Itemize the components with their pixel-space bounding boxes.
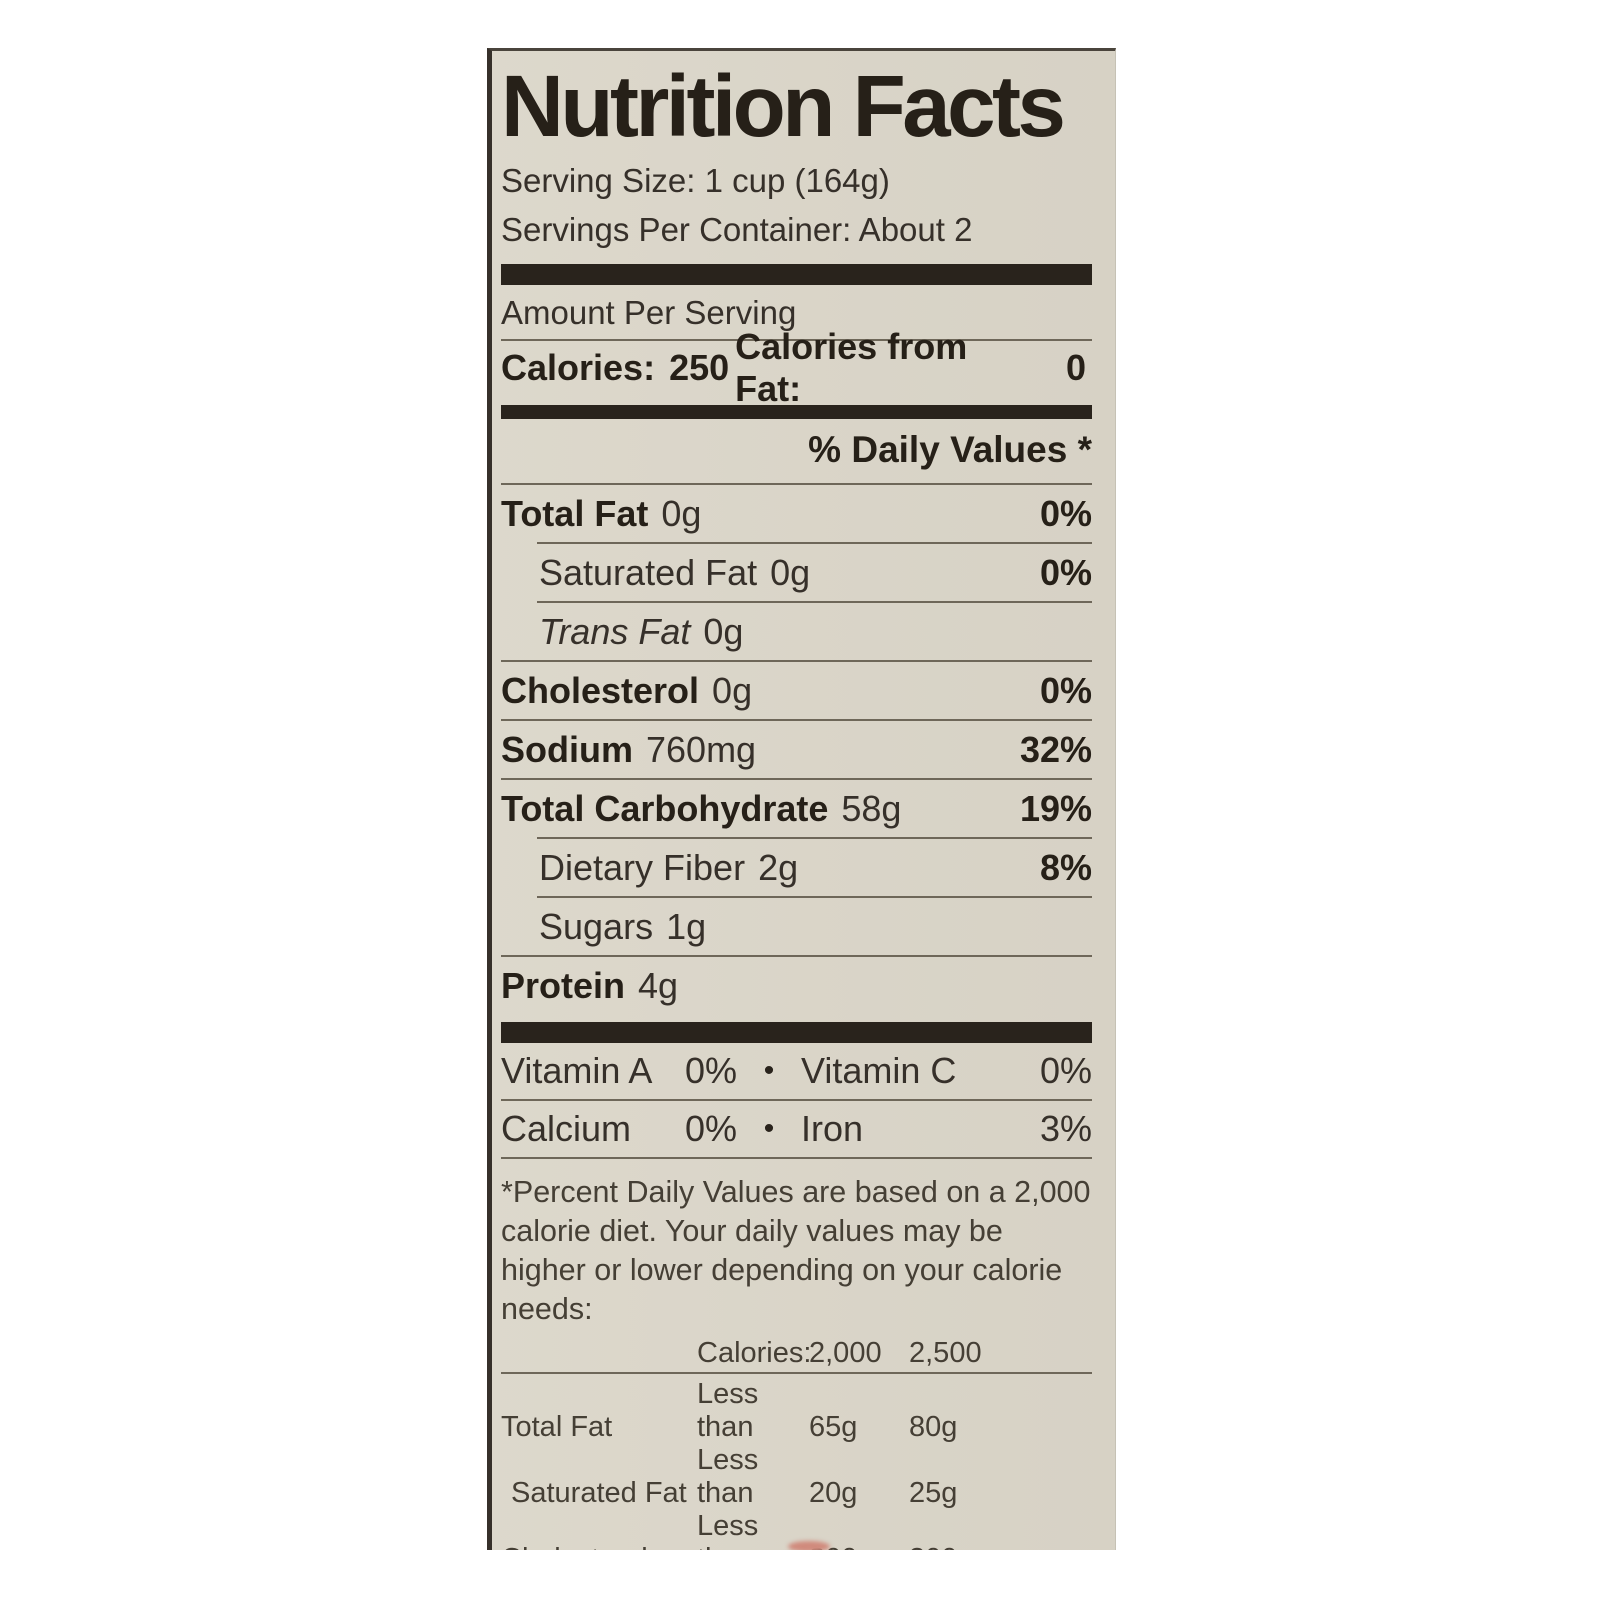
nutrient-amount: 2g [758, 846, 799, 888]
calories-row: Calories: 250 Calories from Fat: 0 [501, 326, 1092, 409]
vitamin-name: Calcium [501, 1108, 632, 1150]
nutrient-dv: 0% [1039, 669, 1092, 711]
ref-2500: 300mg [909, 1543, 1092, 1550]
servings-per-container: Servings Per Container: About 2 [501, 211, 973, 249]
ref-label: Total Fat [501, 1411, 613, 1444]
nutrient-name: Saturated Fat [539, 551, 758, 593]
nutrient-amount: 0g [770, 551, 811, 593]
calories-from-fat-value: 0 [1065, 347, 1086, 389]
nutrient-name: Cholesterol [501, 669, 700, 711]
nutrient-amount: 0g [661, 492, 702, 534]
divider [501, 1099, 1092, 1102]
ref-2500: 25g [909, 1477, 958, 1510]
nutrient-row-saturated-fat: Saturated Fat 0g 0% [501, 544, 1092, 601]
nutrient-name: Sodium [501, 728, 633, 770]
divider [501, 955, 1092, 958]
bullet-icon: • [763, 1054, 775, 1088]
ref-label: Saturated Fat [511, 1477, 687, 1510]
nutrient-amount: 4g [638, 964, 679, 1006]
nutrition-facts-label: Nutrition Facts Serving Size: 1 cup (164… [487, 48, 1116, 1550]
section-divider-bar [501, 405, 1092, 420]
nutrient-name: Trans Fat [539, 610, 691, 652]
nutrient-dv: 8% [1039, 846, 1092, 888]
nutrient-dv: 19% [1019, 787, 1092, 829]
nutrient-row-total-fat: Total Fat 0g 0% [501, 485, 1092, 542]
ref-header-calories: Calories: [697, 1337, 812, 1370]
divider [537, 601, 1092, 604]
vitamin-value: 0% [684, 1050, 737, 1092]
ref-qualifier: Less than [697, 1510, 759, 1550]
vitamin-name: Iron [801, 1108, 864, 1150]
nutrient-row-protein: Protein 4g [501, 957, 1092, 1014]
calories-label: Calories: [501, 347, 656, 389]
ref-2000: 300mg [809, 1543, 909, 1550]
divider [537, 837, 1092, 840]
divider [501, 719, 1092, 722]
ref-2000: 65g [809, 1411, 858, 1444]
divider [501, 1372, 1092, 1375]
bullet-icon: • [763, 1112, 775, 1146]
ref-qualifier: Less than [697, 1444, 759, 1510]
ref-label: Cholesterol [501, 1543, 697, 1550]
nutrient-name: Sugars [539, 905, 654, 947]
nutrient-row-sodium: Sodium 760mg 32% [501, 721, 1092, 778]
calories-from-fat-label: Calories from Fat: [735, 326, 968, 410]
nutrient-dv: 32% [1019, 728, 1092, 770]
vitamin-name: Vitamin A [501, 1050, 653, 1092]
serving-size: Serving Size: 1 cup (164g) [501, 162, 890, 200]
divider [537, 896, 1092, 899]
nutrient-amount: 760mg [646, 728, 757, 770]
nutrient-row-dietary-fiber: Dietary Fiber 2g 8% [501, 839, 1092, 896]
nutrient-amount: 0g [712, 669, 753, 711]
divider [501, 1157, 1092, 1160]
nutrient-name: Total Fat [501, 492, 649, 534]
divider [501, 660, 1092, 663]
nutrient-name: Protein [501, 964, 626, 1006]
calories-value: 250 [669, 347, 730, 389]
nutrient-row-trans-fat: Trans Fat 0g [501, 603, 1092, 660]
vitamin-value: 0% [684, 1108, 737, 1150]
divider [537, 542, 1092, 545]
photo-artifact [788, 1541, 830, 1550]
reference-table-header: Calories: 2,000 2,500 [501, 1337, 1092, 1370]
section-divider-bar [501, 1022, 1092, 1044]
reference-table: Calories: 2,000 2,500 Total Fat Less tha… [501, 1337, 1092, 1550]
reference-table-row: Cholesterol Less than 300mg 300mg [501, 1510, 1092, 1550]
ref-qualifier: Less than [697, 1378, 759, 1444]
nutrient-amount: 58g [841, 787, 902, 829]
reference-table-row: Saturated Fat Less than 20g 25g [501, 1444, 1092, 1510]
nutrient-row-cholesterol: Cholesterol 0g 0% [501, 662, 1092, 719]
nutrient-amount: 0g [703, 610, 744, 652]
vitamin-value: 3% [1039, 1108, 1092, 1150]
nutrient-dv: 0% [1039, 551, 1092, 593]
section-divider-bar [501, 264, 1092, 286]
calories-from-fat: Calories from Fat: 0 [735, 326, 1092, 410]
ref-header-2500: 2,500 [909, 1337, 982, 1370]
ref-header-2000: 2,000 [809, 1337, 882, 1370]
label-title: Nutrition Facts [501, 58, 1066, 155]
nutrient-row-total-carbohydrate: Total Carbohydrate 58g 19% [501, 780, 1092, 837]
nutrient-row-sugars: Sugars 1g [501, 898, 1092, 955]
daily-values-footnote: *Percent Daily Values are based on a 2,0… [501, 1175, 1091, 1327]
vitamin-row-2: Calcium 0% • Iron 3% [501, 1101, 1092, 1157]
calories: Calories: 250 [501, 347, 735, 389]
reference-table-row: Total Fat Less than 65g 80g [501, 1378, 1092, 1444]
nutrient-dv: 0% [1039, 492, 1092, 534]
vitamin-row-1: Vitamin A 0% • Vitamin C 0% [501, 1043, 1092, 1099]
divider [501, 778, 1092, 781]
nutrient-name: Total Carbohydrate [501, 787, 829, 829]
nutrient-name: Dietary Fiber [539, 846, 746, 888]
daily-values-header: % Daily Values * [501, 419, 1092, 486]
ref-2500: 80g [909, 1411, 958, 1444]
ref-2000: 20g [809, 1477, 858, 1510]
vitamin-name: Vitamin C [801, 1050, 957, 1092]
nutrient-amount: 1g [666, 905, 707, 947]
vitamin-value: 0% [1039, 1050, 1092, 1092]
amount-per-serving: Amount Per Serving [501, 294, 1092, 342]
